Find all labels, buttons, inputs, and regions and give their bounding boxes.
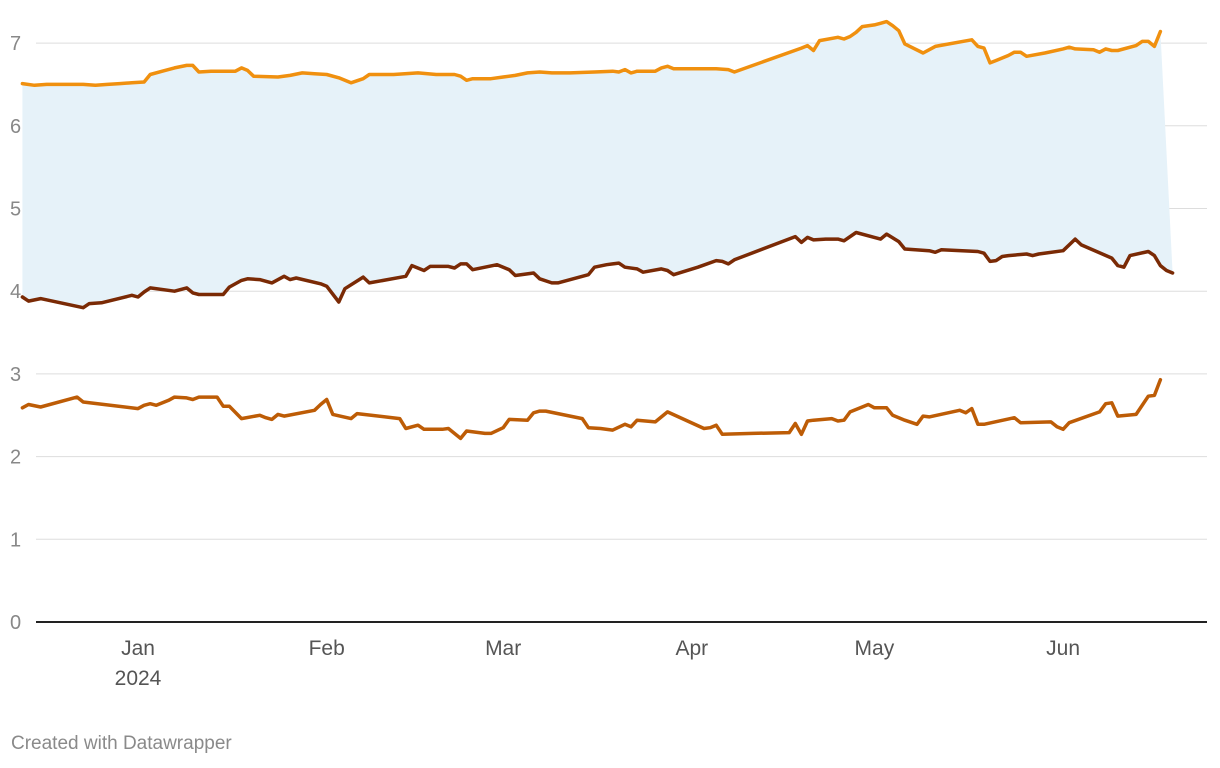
y-tick-label-1: 1 bbox=[10, 529, 21, 551]
x-tick-label-may: May bbox=[855, 637, 895, 660]
x-tick-sublabel-year: 2024 bbox=[115, 667, 162, 690]
y-axis-tick-labels: 0 1 2 3 4 5 6 7 bbox=[10, 33, 21, 634]
series-lines bbox=[20, 19, 1175, 441]
series-line-3 bbox=[20, 377, 1163, 441]
datawrapper-credit: Created with Datawrapper bbox=[11, 733, 232, 754]
y-tick-label-2: 2 bbox=[10, 447, 21, 469]
x-tick-label-feb: Feb bbox=[309, 637, 345, 660]
range-band-area bbox=[22, 21, 1173, 308]
x-tick-label-jan: Jan bbox=[121, 637, 155, 660]
x-axis-tick-labels: Jan 2024 Feb Mar Apr May Jun bbox=[115, 637, 1080, 690]
x-tick-label-mar: Mar bbox=[485, 637, 521, 660]
series-line-1 bbox=[20, 19, 1163, 88]
y-tick-label-6: 6 bbox=[10, 116, 21, 138]
y-tick-label-3: 3 bbox=[10, 364, 21, 386]
series-line-2 bbox=[20, 230, 1175, 310]
x-tick-label-jun: Jun bbox=[1046, 637, 1080, 660]
line-chart: 0 1 2 3 4 5 6 7 Jan 2024 Feb Mar Apr May Jun bbox=[10, 19, 1207, 690]
range-band bbox=[22, 21, 1173, 308]
y-tick-label-7: 7 bbox=[10, 33, 21, 55]
x-tick-label-apr: Apr bbox=[675, 637, 708, 660]
y-tick-label-5: 5 bbox=[10, 199, 21, 221]
y-tick-label-0: 0 bbox=[10, 612, 21, 634]
y-tick-label-4: 4 bbox=[10, 281, 21, 303]
